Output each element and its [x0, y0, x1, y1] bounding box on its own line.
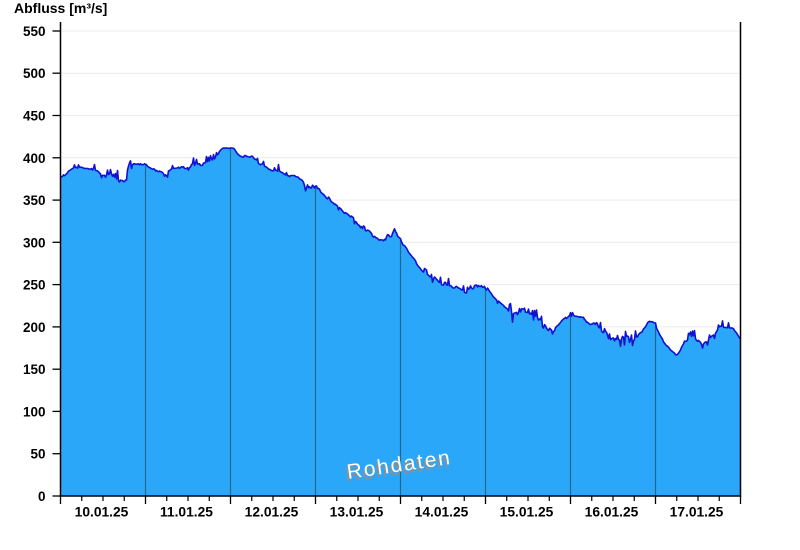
svg-text:250: 250	[23, 278, 46, 293]
svg-text:17.01.25: 17.01.25	[670, 505, 724, 520]
svg-text:Abfluss [m³/s]: Abfluss [m³/s]	[14, 0, 107, 16]
svg-text:16.01.25: 16.01.25	[585, 505, 639, 520]
svg-text:11.01.25: 11.01.25	[160, 505, 213, 520]
svg-text:350: 350	[23, 193, 46, 208]
svg-text:12.01.25: 12.01.25	[245, 505, 299, 520]
svg-text:0: 0	[38, 489, 46, 504]
svg-text:450: 450	[23, 109, 46, 124]
svg-text:500: 500	[23, 66, 46, 81]
svg-text:10.01.25: 10.01.25	[75, 505, 129, 520]
svg-text:13.01.25: 13.01.25	[330, 505, 384, 520]
svg-text:150: 150	[23, 362, 46, 377]
svg-text:14.01.25: 14.01.25	[415, 505, 469, 520]
svg-text:15.01.25: 15.01.25	[500, 505, 554, 520]
svg-text:100: 100	[23, 404, 46, 419]
svg-text:550: 550	[23, 24, 46, 39]
svg-text:400: 400	[23, 151, 46, 166]
svg-text:300: 300	[23, 235, 46, 250]
svg-text:50: 50	[30, 447, 45, 462]
svg-text:200: 200	[23, 320, 46, 335]
